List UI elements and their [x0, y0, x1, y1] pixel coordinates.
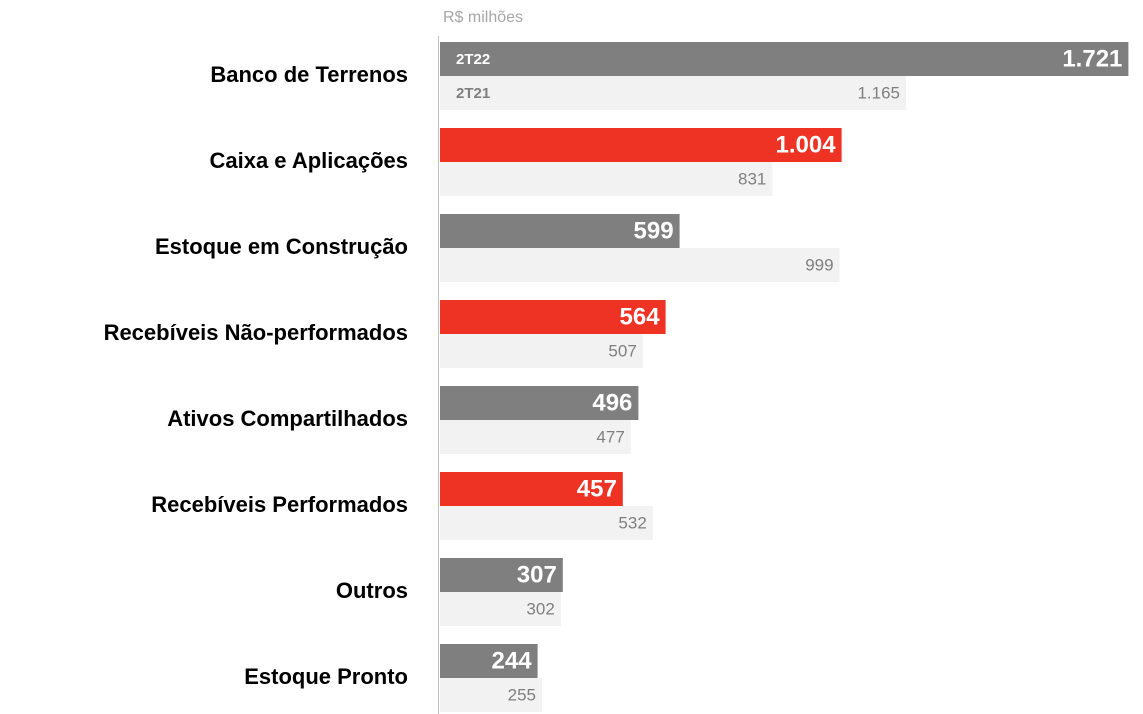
data-label: 999	[805, 255, 833, 274]
bar	[440, 334, 643, 368]
category-label: Estoque Pronto	[244, 664, 408, 689]
data-label: 599	[634, 217, 674, 244]
data-label: 532	[618, 513, 646, 532]
data-label: 1.165	[857, 83, 900, 102]
category-label: Outros	[336, 578, 408, 603]
bar	[440, 162, 773, 196]
bar	[440, 592, 561, 626]
category-label: Caixa e Aplicações	[209, 148, 408, 173]
bar	[440, 558, 563, 592]
bar	[440, 128, 842, 162]
bar	[440, 506, 653, 540]
data-label: 1.721	[1062, 45, 1122, 72]
data-label: 307	[517, 561, 557, 588]
data-label: 477	[596, 427, 624, 446]
bar	[440, 644, 538, 678]
axis-unit-label: R$ milhões	[443, 9, 523, 26]
category-label: Ativos Compartilhados	[167, 406, 408, 431]
data-label: 457	[577, 475, 617, 502]
bar	[440, 300, 666, 334]
data-label: 255	[508, 685, 536, 704]
data-label: 507	[608, 341, 636, 360]
bar	[440, 420, 631, 454]
category-label: Banco de Terrenos	[210, 62, 408, 87]
data-label: 302	[526, 599, 554, 618]
data-label: 244	[492, 647, 533, 674]
category-label: Recebíveis Não-performados	[104, 320, 408, 345]
data-label: 496	[592, 389, 632, 416]
data-label: 831	[738, 169, 766, 188]
data-label: 564	[620, 303, 661, 330]
bar	[440, 678, 542, 712]
series-label: 2T21	[456, 85, 490, 102]
bar	[440, 472, 623, 506]
bar	[440, 386, 639, 420]
bar	[440, 214, 680, 248]
bar	[440, 76, 906, 110]
series-label: 2T22	[456, 51, 490, 68]
category-label: Estoque em Construção	[155, 234, 408, 259]
bar	[440, 42, 1129, 76]
category-label: Recebíveis Performados	[151, 492, 408, 517]
bar	[440, 248, 840, 282]
data-label: 1.004	[776, 131, 837, 158]
